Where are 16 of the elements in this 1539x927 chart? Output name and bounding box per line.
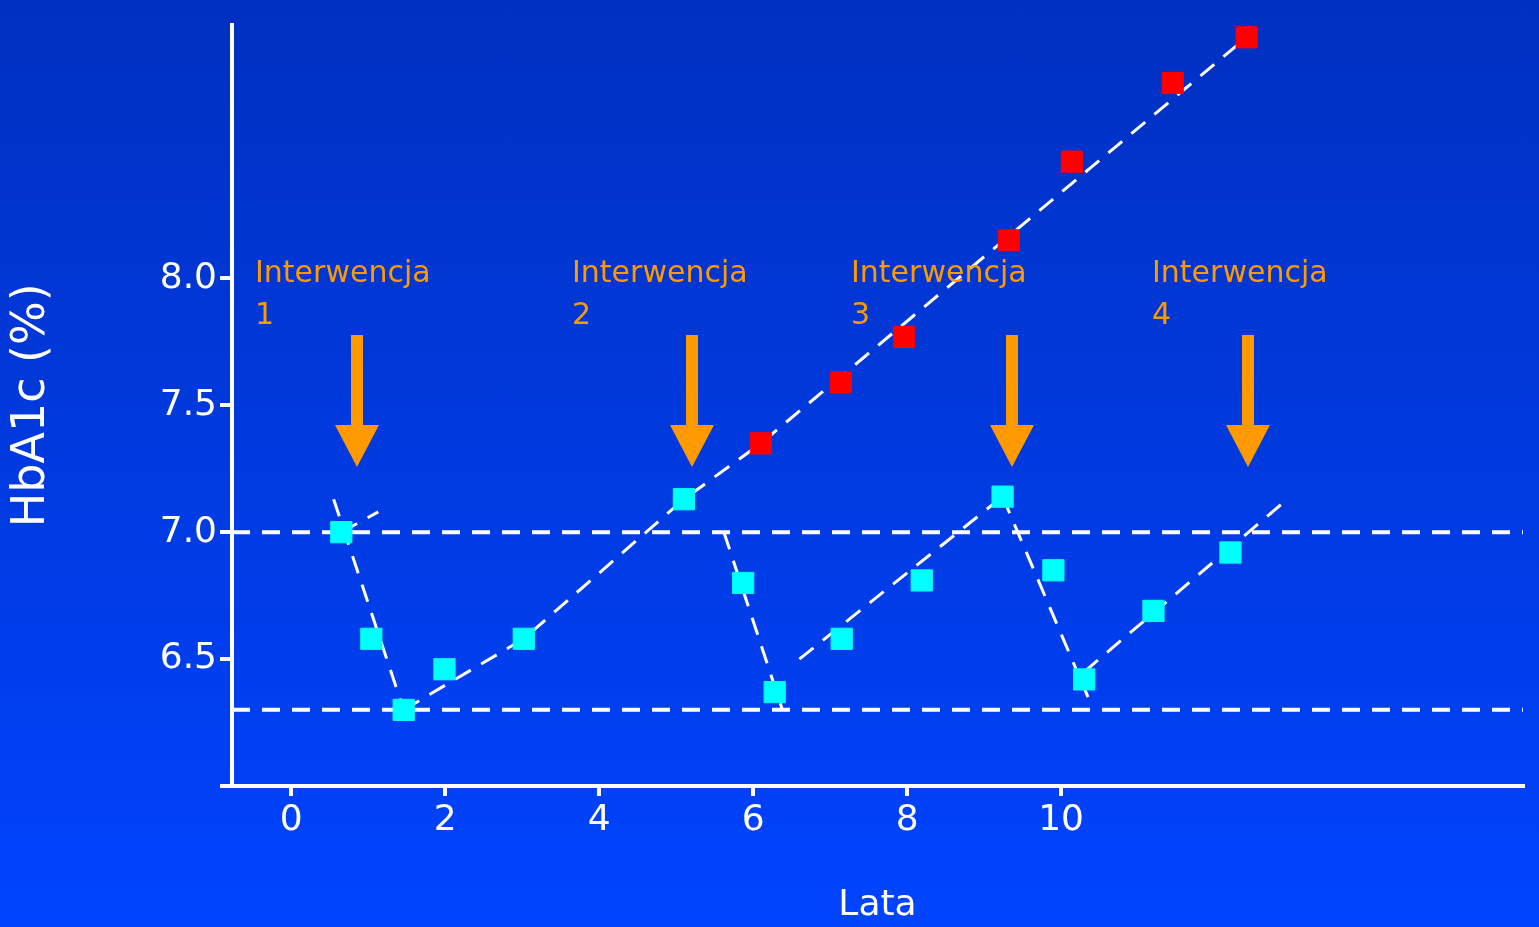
y-tick-label: 7.5 <box>159 381 217 423</box>
y-axis-title: HbA1c (%) <box>0 283 55 528</box>
annotation: Interwencja 3 <box>851 254 1027 331</box>
x-tick-label: 4 <box>587 796 611 838</box>
y-tick-label: 7.0 <box>159 508 217 550</box>
annotation: Interwencja 1 <box>255 254 431 331</box>
y-tick-label: 8.0 <box>159 254 217 296</box>
x-tick-label: 6 <box>741 796 765 838</box>
annotation: Interwencja 2 <box>572 254 748 331</box>
x-tick-label: 8 <box>895 796 919 838</box>
annotation: Interwencja 4 <box>1152 254 1328 331</box>
x-tick-label: 10 <box>1038 796 1085 838</box>
x-axis-title: Lata <box>838 881 917 923</box>
x-tick-label: 0 <box>279 796 303 838</box>
y-tick-label: 6.5 <box>159 635 217 677</box>
x-tick-label: 2 <box>433 796 457 838</box>
